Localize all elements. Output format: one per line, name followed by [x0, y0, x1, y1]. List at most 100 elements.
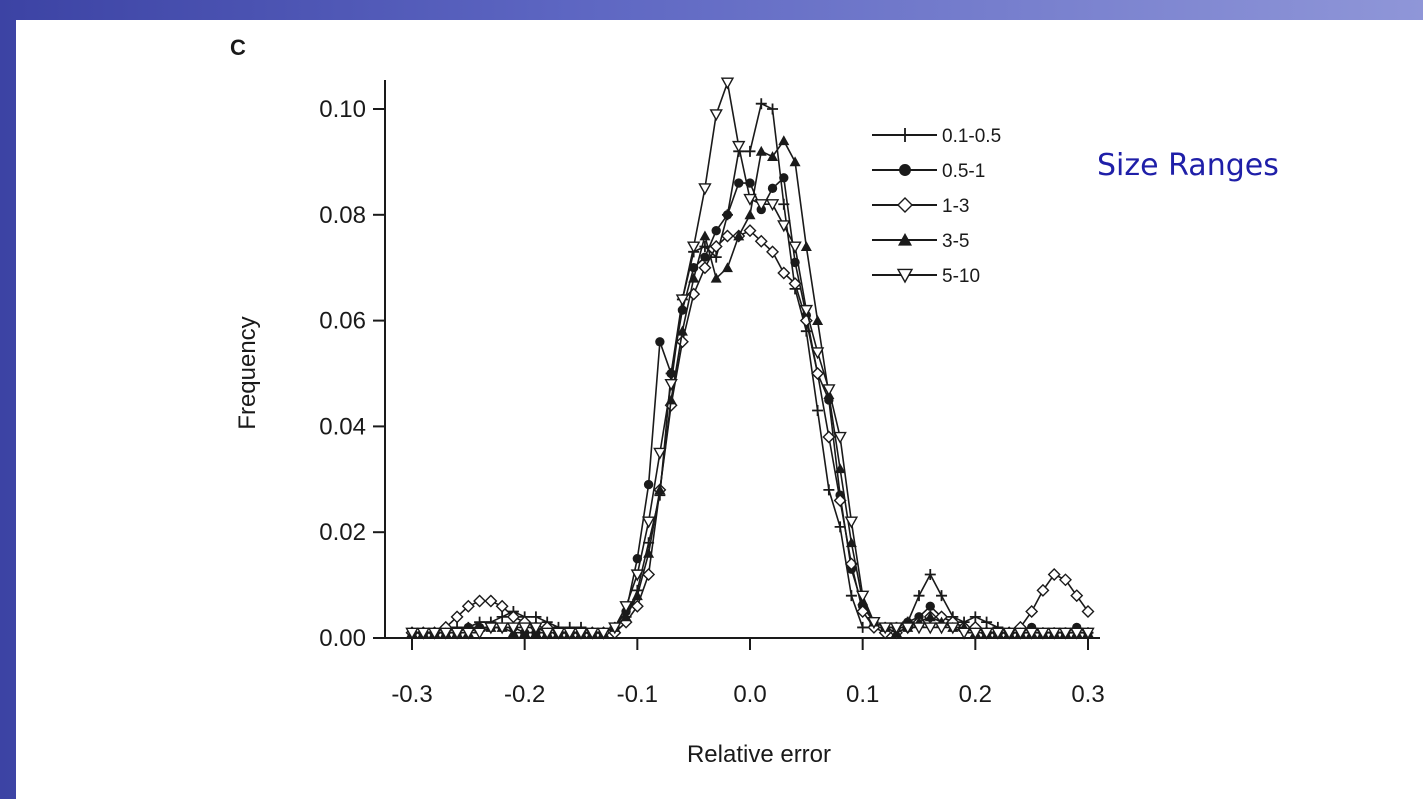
- data-point: [472, 627, 487, 640]
- data-point: [722, 210, 733, 220]
- data-point: [1081, 627, 1095, 640]
- data-point: [529, 622, 543, 635]
- legend-marker: [899, 164, 911, 176]
- data-point: [789, 156, 801, 167]
- legend-marker: [898, 128, 912, 142]
- series-0.5-1: [407, 173, 1093, 638]
- data-point: [450, 610, 464, 624]
- data-point: [563, 627, 577, 640]
- data-point: [1013, 627, 1028, 640]
- data-point: [901, 622, 915, 635]
- data-point: [800, 241, 812, 251]
- legend-label: 3-5: [942, 231, 969, 252]
- data-point: [551, 627, 566, 640]
- panel-label: C: [230, 35, 246, 60]
- series-line: [412, 229, 1089, 634]
- data-point: [642, 568, 656, 582]
- legend: 0.1-0.5 0.5-1 1-3 3-5 5-10: [872, 126, 1001, 287]
- data-point: [732, 140, 746, 153]
- data-point: [710, 251, 722, 263]
- data-point: [1036, 583, 1050, 597]
- data-point: [676, 325, 688, 336]
- data-point: [743, 224, 757, 238]
- data-point: [777, 266, 791, 280]
- data-point: [1070, 627, 1084, 640]
- data-point: [1036, 627, 1050, 640]
- y-tick-label: 0.04: [319, 413, 366, 440]
- data-point: [968, 627, 983, 640]
- data-point: [495, 622, 509, 635]
- data-point: [585, 627, 599, 640]
- data-point: [711, 225, 721, 236]
- x-tick-label: 0.2: [959, 681, 992, 708]
- data-point: [630, 569, 645, 582]
- data-point: [754, 234, 768, 248]
- data-point: [608, 622, 622, 635]
- data-point: [1025, 605, 1039, 619]
- y-axis-label: Frequency: [234, 316, 261, 429]
- data-point: [643, 547, 655, 558]
- data-point: [744, 209, 756, 220]
- data-point: [744, 145, 756, 157]
- x-tick-label: -0.2: [504, 681, 545, 708]
- data-point: [473, 594, 487, 608]
- series-5-10: [405, 77, 1095, 640]
- data-point: [1024, 627, 1039, 640]
- data-point: [654, 484, 666, 495]
- data-point: [845, 590, 857, 602]
- data-point: [765, 199, 780, 212]
- x-axis-label: Relative error: [687, 741, 831, 768]
- data-point: [641, 516, 656, 529]
- data-point: [812, 405, 824, 417]
- data-point: [484, 594, 498, 608]
- data-point: [946, 622, 960, 635]
- data-point: [779, 173, 789, 183]
- data-point: [416, 627, 430, 640]
- data-point: [709, 240, 723, 254]
- data-point: [979, 627, 994, 640]
- legend-label: 0.1-0.5: [942, 126, 1001, 147]
- data-point: [700, 252, 710, 262]
- series-line: [412, 79, 1088, 634]
- data-point: [496, 611, 508, 623]
- y-tick-label: 0.10: [319, 96, 366, 123]
- data-point: [889, 622, 904, 635]
- legend-label: 5-10: [942, 266, 980, 287]
- data-point: [812, 315, 824, 325]
- legend-entry: 3-5: [872, 231, 969, 252]
- data-point: [733, 230, 745, 241]
- data-point: [710, 272, 722, 283]
- data-point: [517, 622, 532, 635]
- data-point: [833, 431, 847, 444]
- data-point: [934, 622, 949, 635]
- data-point: [755, 145, 767, 156]
- x-tick-label: 0.3: [1071, 681, 1104, 708]
- data-point: [833, 493, 847, 507]
- data-point: [778, 135, 790, 146]
- legend-entry: 0.5-1: [872, 161, 985, 182]
- size-ranges-label: Size Ranges: [1097, 148, 1279, 183]
- data-point: [981, 616, 993, 628]
- legend-entry: 5-10: [872, 266, 980, 287]
- legend-label: 0.5-1: [942, 161, 985, 182]
- data-point: [653, 447, 667, 460]
- data-point: [925, 601, 935, 611]
- data-point: [506, 622, 521, 635]
- data-point: [923, 622, 937, 635]
- data-point: [1047, 568, 1061, 582]
- data-point: [924, 611, 936, 622]
- data-point: [721, 262, 733, 273]
- data-point: [822, 384, 836, 397]
- data-point: [439, 627, 453, 640]
- data-point: [856, 605, 870, 619]
- y-tick-label: 0.08: [319, 202, 366, 229]
- slide-content-panel: [16, 20, 1423, 799]
- data-point: [857, 621, 869, 633]
- data-point: [936, 590, 948, 602]
- data-point: [698, 261, 712, 275]
- data-point: [1047, 627, 1061, 640]
- series-1-3: [405, 224, 1095, 640]
- data-point: [1002, 627, 1016, 640]
- data-point: [619, 601, 633, 614]
